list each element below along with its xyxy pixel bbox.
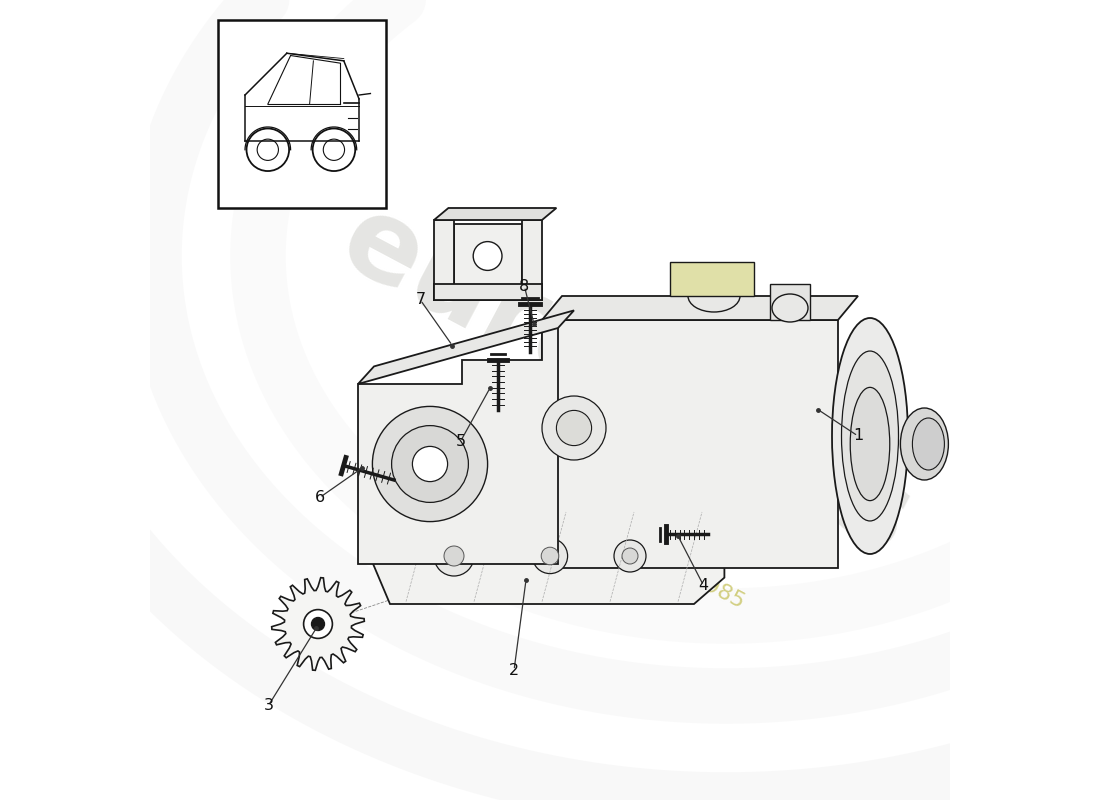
- Polygon shape: [434, 208, 557, 220]
- Ellipse shape: [832, 318, 908, 554]
- Circle shape: [311, 618, 324, 630]
- Polygon shape: [770, 284, 810, 320]
- Circle shape: [542, 396, 606, 460]
- Text: 2: 2: [509, 663, 519, 678]
- Circle shape: [557, 410, 592, 446]
- Circle shape: [373, 406, 487, 522]
- Text: 7: 7: [416, 293, 426, 307]
- Bar: [218, 20, 386, 208]
- Text: europarts: europarts: [322, 183, 931, 577]
- Polygon shape: [434, 224, 542, 300]
- Polygon shape: [272, 578, 364, 670]
- Polygon shape: [434, 284, 542, 300]
- Circle shape: [541, 547, 559, 565]
- Polygon shape: [358, 328, 558, 564]
- Text: 3: 3: [263, 698, 274, 713]
- Text: a passion for parts since 1985: a passion for parts since 1985: [441, 436, 747, 612]
- Ellipse shape: [772, 294, 808, 322]
- Text: 6: 6: [315, 490, 324, 505]
- Circle shape: [621, 548, 638, 564]
- Polygon shape: [522, 220, 542, 300]
- Polygon shape: [670, 262, 754, 296]
- Ellipse shape: [842, 351, 899, 521]
- Polygon shape: [434, 220, 454, 300]
- Circle shape: [614, 540, 646, 572]
- Text: 4: 4: [698, 578, 708, 593]
- Circle shape: [434, 536, 474, 576]
- Circle shape: [444, 546, 464, 566]
- Circle shape: [392, 426, 469, 502]
- Polygon shape: [542, 320, 838, 568]
- Polygon shape: [360, 506, 725, 604]
- Text: 8: 8: [519, 279, 529, 294]
- Polygon shape: [542, 296, 858, 320]
- Circle shape: [532, 538, 568, 574]
- Polygon shape: [390, 464, 694, 506]
- Circle shape: [304, 610, 332, 638]
- Ellipse shape: [850, 387, 890, 501]
- Text: 1: 1: [852, 429, 864, 443]
- Ellipse shape: [688, 280, 740, 312]
- Ellipse shape: [912, 418, 945, 470]
- Text: 5: 5: [455, 434, 465, 449]
- Ellipse shape: [901, 408, 948, 480]
- Polygon shape: [358, 310, 574, 384]
- Circle shape: [473, 242, 502, 270]
- Circle shape: [412, 446, 448, 482]
